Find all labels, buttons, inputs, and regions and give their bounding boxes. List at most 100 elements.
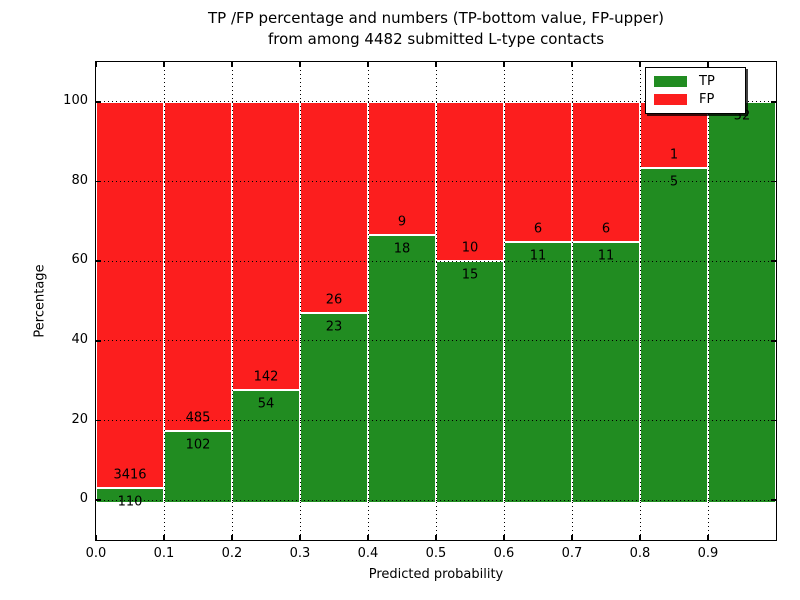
x-tick-label: 0.0 xyxy=(85,546,107,561)
fp-legend-swatch xyxy=(654,94,687,105)
bar-segment-tp xyxy=(300,313,368,504)
v-gridline xyxy=(231,62,233,540)
y-axis-label: Percentage xyxy=(32,264,48,338)
plot-area: 3416 110 485 102 142 54 26 23 9 18 10 15 6 11 6 11 1 5 52 xyxy=(94,60,777,541)
legend-item-tp: TP xyxy=(654,74,737,89)
tp-count-label: 11 xyxy=(529,248,547,264)
v-gridline xyxy=(435,62,437,540)
bar-segment-tp xyxy=(572,242,640,504)
bar-segment-fp xyxy=(164,101,232,431)
x-tick-mark xyxy=(571,535,573,540)
v-gridline xyxy=(571,62,573,540)
y-tick-mark xyxy=(771,419,776,422)
x-tick-label: 0.7 xyxy=(561,546,583,561)
y-tick-mark xyxy=(771,180,776,183)
v-gridline xyxy=(367,62,369,540)
legend-item-fp: FP xyxy=(654,92,737,107)
tp-legend-swatch xyxy=(654,76,687,87)
tp-count-label: 18 xyxy=(393,241,411,257)
y-tick-mark xyxy=(96,101,101,103)
fp-count-label: 6 xyxy=(533,221,543,237)
x-tick-label: 0.3 xyxy=(289,546,311,561)
x-tick-mark xyxy=(367,62,369,67)
fp-legend-label: FP xyxy=(699,92,715,107)
legend: TP FP xyxy=(645,67,746,114)
fp-count-label: 6 xyxy=(601,221,611,237)
tp-count-label: 11 xyxy=(597,248,615,264)
bar-segment-tp xyxy=(164,430,232,504)
x-tick-mark xyxy=(367,535,369,540)
x-tick-mark xyxy=(163,535,165,540)
x-tick-label: 0.2 xyxy=(221,546,243,561)
y-tick-mark xyxy=(96,419,101,422)
x-tick-mark xyxy=(639,62,641,67)
tp-count-label: 5 xyxy=(669,174,679,190)
y-tick-label: 20 xyxy=(71,411,88,427)
tp-count-label: 110 xyxy=(117,494,143,510)
fp-count-label: 1 xyxy=(669,147,679,163)
x-tick-label: 0.4 xyxy=(357,546,379,561)
y-tick-label: 60 xyxy=(71,252,88,268)
y-tick-label: 100 xyxy=(63,92,88,108)
x-tick-mark xyxy=(707,62,709,67)
bar-segment-tp xyxy=(368,234,436,504)
y-tick-mark xyxy=(96,340,101,342)
v-gridline xyxy=(503,62,505,540)
x-tick-mark xyxy=(435,535,437,540)
x-tick-mark xyxy=(707,535,709,540)
x-tick-label: 0.8 xyxy=(629,546,651,561)
bar-segment-fp xyxy=(572,101,640,243)
bar-segment-fp xyxy=(96,101,164,488)
v-gridline xyxy=(299,62,301,540)
fp-count-label: 9 xyxy=(397,214,407,230)
tp-count-label: 15 xyxy=(461,267,479,283)
x-tick-mark xyxy=(503,535,505,540)
x-tick-mark xyxy=(571,62,573,67)
bar-segment-tp xyxy=(708,101,776,504)
v-gridline xyxy=(639,62,641,540)
x-tick-label: 0.5 xyxy=(425,546,447,561)
v-gridline xyxy=(707,62,709,540)
x-tick-label: 0.1 xyxy=(153,546,175,561)
fp-count-label: 485 xyxy=(185,410,211,426)
tp-legend-label: TP xyxy=(699,74,715,89)
y-tick-mark xyxy=(96,499,101,501)
fp-count-label: 26 xyxy=(325,292,343,308)
x-tick-mark xyxy=(231,62,233,67)
tp-count-label: 23 xyxy=(325,319,343,335)
y-tick-mark xyxy=(771,499,776,501)
x-tick-mark xyxy=(503,62,505,67)
chart-title-line1: TP /FP percentage and numbers (TP-bottom… xyxy=(208,9,664,27)
x-tick-label: 0.9 xyxy=(697,546,719,561)
bar-segment-tp xyxy=(232,390,300,504)
y-tick-mark xyxy=(771,260,776,262)
y-tick-mark xyxy=(771,340,776,342)
y-tick-label: 80 xyxy=(71,172,88,188)
x-tick-mark xyxy=(231,535,233,540)
x-tick-mark xyxy=(95,535,97,540)
bar-segment-fp xyxy=(300,101,368,314)
bar-segment-fp xyxy=(232,101,300,391)
x-tick-mark xyxy=(299,535,301,540)
fp-count-label: 3416 xyxy=(113,467,147,483)
y-tick-label: 40 xyxy=(71,331,88,347)
y-tick-mark xyxy=(96,260,101,262)
chart-title-line2: from among 4482 submitted L-type contact… xyxy=(267,30,605,48)
bar-segment-tp xyxy=(640,168,708,504)
x-tick-mark xyxy=(163,62,165,67)
tp-count-label: 54 xyxy=(257,396,275,412)
bar-segment-tp xyxy=(436,261,504,504)
x-axis-label: Predicted probability xyxy=(368,567,504,582)
bar-segment-fp xyxy=(504,101,572,243)
y-tick-label: 0 xyxy=(79,491,88,507)
bar-segment-tp xyxy=(504,242,572,504)
y-tick-mark xyxy=(96,180,101,183)
x-tick-mark xyxy=(299,62,301,67)
v-gridline xyxy=(163,62,165,540)
y-tick-mark xyxy=(771,101,776,103)
fp-count-label: 142 xyxy=(253,369,279,385)
x-tick-mark xyxy=(435,62,437,67)
fp-count-label: 10 xyxy=(461,240,479,256)
x-tick-mark xyxy=(95,62,97,67)
